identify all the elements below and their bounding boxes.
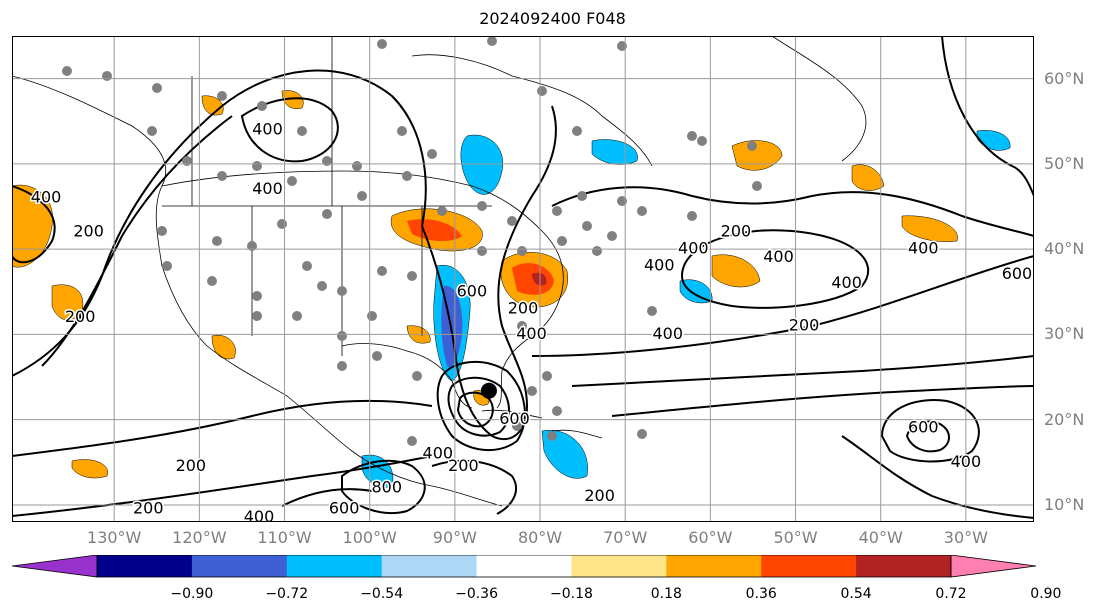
colorbar-tick-label: −0.54 — [360, 586, 404, 602]
longitude-tick-label: 100°W — [342, 528, 397, 547]
graticule — [12, 36, 1034, 522]
colorbar-segment — [476, 555, 572, 577]
contour-label: 200 — [721, 222, 752, 241]
map-title: 2024092400 F048 — [479, 9, 626, 28]
longitude-tick-label: 80°W — [517, 528, 563, 547]
latitude-tick-label: 40°N — [1044, 239, 1085, 259]
contour-label: 200 — [73, 222, 104, 241]
contour-label: 600 — [457, 281, 488, 300]
colorbar-segment — [286, 555, 383, 577]
contour-label: 400 — [31, 188, 62, 207]
contour-label: 200 — [789, 315, 820, 334]
contour-label: 400 — [244, 507, 275, 522]
contour-label: 200 — [133, 499, 164, 518]
contour-label: 200 — [176, 456, 207, 475]
contour-label: 400 — [644, 256, 675, 275]
contour-label: 600 — [329, 499, 360, 518]
colorbar-tick-label: −0.72 — [265, 586, 309, 602]
longitude-tick-label: 50°W — [773, 528, 818, 547]
coastline-layer — [12, 36, 867, 507]
latitude-tick-label: 20°N — [1044, 409, 1085, 429]
longitude-tick-label: 40°W — [858, 528, 903, 547]
longitude-tick-label: 90°W — [432, 528, 477, 547]
colorbar-tick-label: −0.18 — [549, 586, 593, 602]
colorbar-extend-max — [950, 555, 1037, 578]
contour-label: 400 — [516, 324, 547, 343]
contour-label: 400 — [831, 273, 862, 292]
contour-label: 600 — [499, 409, 530, 428]
storm-center-marker[interactable] — [480, 382, 497, 399]
contour-label: 600 — [908, 418, 939, 437]
contour-label: 400 — [908, 239, 939, 258]
colorbar-segment — [666, 555, 762, 577]
colorbar-segment — [191, 555, 288, 577]
contour-label: 600 — [1002, 264, 1033, 283]
contour-label: 400 — [423, 443, 454, 462]
contour-label: 400 — [252, 179, 283, 198]
contour-label: 400 — [252, 119, 283, 138]
shaded-anomaly-layer — [12, 90, 1011, 488]
contour-label: 800 — [371, 477, 402, 496]
contour-label: 200 — [584, 486, 615, 505]
latitude-tick-label: 60°N — [1044, 68, 1085, 88]
colorbar-segment — [97, 555, 193, 577]
colorbar-tick-label: 0.54 — [840, 586, 872, 602]
longitude-tick-label: 70°W — [603, 528, 648, 547]
colorbar-segment — [856, 555, 952, 577]
latitude-tick-label: 10°N — [1044, 494, 1085, 514]
contour-label: 200 — [65, 307, 96, 326]
colorbar-tick-label: −0.90 — [170, 586, 214, 602]
contour-label: 400 — [951, 452, 982, 471]
contour-label: 400 — [678, 239, 709, 258]
colorbar-tick-label: 0.18 — [650, 586, 682, 602]
colorbar-tick-label: −0.36 — [455, 586, 498, 602]
latitude-tick-label: 30°N — [1044, 324, 1085, 344]
colorbar — [11, 555, 1037, 578]
longitude-tick-label: 120°W — [172, 528, 227, 547]
colorbar-segment — [571, 555, 667, 577]
contour-label: 400 — [763, 247, 794, 266]
colorbar-tick-label: 0.72 — [935, 586, 967, 602]
colorbar-segment — [381, 555, 478, 577]
contour-label: 400 — [653, 324, 684, 343]
longitude-tick-label: 130°W — [87, 528, 142, 547]
contour-label: 200 — [448, 456, 479, 475]
longitude-tick-label: 30°W — [943, 528, 988, 547]
colorbar-segment — [761, 555, 857, 577]
longitude-tick-label: 60°W — [688, 528, 733, 547]
colorbar-tick-label: 0.90 — [1030, 586, 1062, 602]
colorbar-extend-min — [11, 555, 98, 578]
colorbar-tick-label: 0.36 — [745, 586, 777, 602]
longitude-tick-label: 110°W — [257, 528, 312, 547]
contour-label: 200 — [508, 298, 539, 317]
latitude-tick-label: 50°N — [1044, 153, 1085, 173]
